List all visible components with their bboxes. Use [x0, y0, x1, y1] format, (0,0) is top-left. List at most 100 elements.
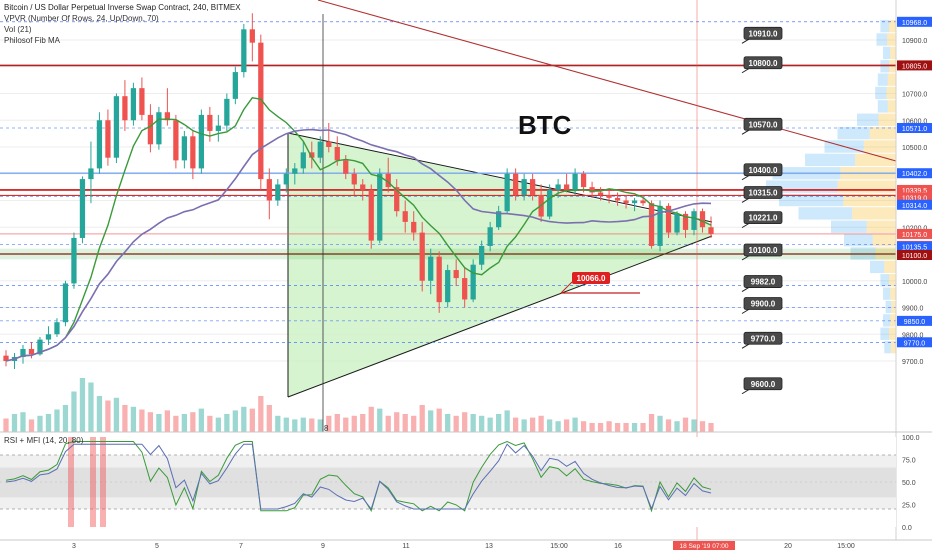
price-badge	[897, 228, 932, 239]
volume-profile-up	[884, 340, 891, 354]
volume-bar	[377, 408, 383, 432]
candle-body	[241, 29, 247, 73]
volume-bar	[708, 423, 714, 432]
overbought-highlight	[90, 437, 96, 527]
moving-average-purple	[5, 128, 712, 362]
candle-body	[682, 213, 689, 230]
time-tick-label: 15:00	[837, 543, 855, 550]
volume-bar	[62, 405, 69, 432]
callout-box	[743, 163, 783, 177]
triangle-lower-line[interactable]	[287, 235, 713, 398]
candle-body	[164, 112, 171, 121]
volume-bar	[334, 414, 340, 432]
volume-bar	[309, 418, 315, 432]
volume-bar	[470, 414, 476, 432]
volume-profile-down	[887, 33, 896, 46]
volume-bar	[241, 406, 247, 432]
volume-profile-down	[863, 140, 896, 153]
candle-body	[597, 192, 604, 196]
symbol-title[interactable]: Bitcoin / US Dollar Perpetual Inverse Sw…	[4, 3, 241, 12]
volume-profile-up	[877, 100, 888, 113]
moving-average-green	[5, 97, 712, 362]
time-tick-label: 3	[72, 543, 76, 550]
price-tick-label: 9800.0	[902, 332, 924, 339]
legend-fib-ma[interactable]: Philosof Fib MA	[4, 36, 61, 45]
price-callout: 10570.0	[741, 117, 783, 135]
candle-body	[283, 173, 289, 185]
overbought-highlight	[100, 437, 106, 527]
volume-bar	[394, 412, 400, 432]
volume-bar	[122, 405, 128, 432]
volume-bar	[453, 415, 459, 432]
legend-vol[interactable]: Vol (21)	[4, 25, 32, 34]
candle-body	[487, 227, 493, 246]
volume-bar	[623, 423, 629, 432]
volume-bar	[232, 410, 238, 432]
chart-legend: Bitcoin / US Dollar Perpetual Inverse Sw…	[4, 2, 241, 46]
volume-bar	[674, 421, 680, 432]
price-badge	[897, 199, 932, 210]
candle-body	[589, 187, 595, 193]
volume-bar	[156, 414, 162, 432]
candle-body	[368, 189, 374, 241]
volume-bar	[351, 415, 357, 432]
red-callout[interactable]: 10066.0	[560, 272, 640, 294]
indicator-tick-label: 0.0	[902, 525, 912, 532]
triangle-area	[288, 133, 712, 397]
candle-body	[54, 322, 60, 335]
volume-bar	[665, 419, 672, 432]
callout-box	[743, 117, 783, 131]
price-badge-label: 10968.0	[902, 20, 927, 27]
volume-bar	[368, 406, 374, 432]
candle-body	[122, 96, 128, 121]
price-tick-label: 10900.0	[902, 38, 927, 45]
triangle-upper-line[interactable]	[287, 132, 713, 223]
callout-box	[743, 26, 783, 40]
volume-bar	[266, 405, 272, 432]
volume-bar	[88, 382, 94, 432]
price-badge	[897, 184, 932, 195]
candle-body	[266, 179, 272, 201]
volume-profile-up	[883, 46, 891, 60]
volume-profile-down	[884, 260, 896, 274]
volume-bar	[385, 415, 391, 432]
volume-profile-down	[888, 327, 896, 340]
candle-body	[479, 245, 485, 265]
callout-box	[743, 377, 783, 391]
volume-bar	[96, 396, 103, 432]
legend-vpvr[interactable]: VPVR (Number Of Rows, 24, Up/Down, 70)	[4, 14, 159, 23]
candle-body	[37, 339, 43, 355]
time-tick-label: 5	[155, 543, 159, 550]
volume-bar	[54, 409, 60, 432]
callout-box	[743, 275, 783, 288]
descending-trendline[interactable]	[317, 0, 897, 162]
price-tick-label: 10500.0	[902, 145, 927, 152]
indicator-legend[interactable]: RSI + MFI (14, 20, 80)	[4, 436, 84, 445]
indicator-tick-label: 25.0	[902, 503, 916, 510]
candle-body	[496, 211, 502, 228]
price-axis[interactable]	[896, 0, 932, 432]
rsi-line	[5, 443, 712, 511]
volume-bar	[496, 414, 502, 432]
candle-body	[453, 270, 459, 279]
candle-body	[351, 173, 357, 185]
candle-body	[326, 141, 332, 147]
callout-box	[743, 297, 783, 310]
candle-body	[377, 173, 383, 241]
volume-bar	[317, 419, 323, 432]
rsi-mfi-pane[interactable]	[0, 437, 896, 527]
volume-bar	[300, 417, 306, 432]
candle-body	[173, 120, 179, 161]
volume-bar	[292, 419, 298, 432]
candle-body	[207, 114, 213, 131]
price-callout: 9600.0	[741, 377, 783, 395]
candle-body	[181, 136, 188, 161]
price-badge	[897, 16, 932, 27]
volume-bar	[11, 414, 18, 432]
candle-body	[648, 203, 655, 246]
volume-bar	[487, 417, 493, 432]
candle-body	[156, 112, 162, 145]
volume-bar	[343, 417, 349, 432]
callout-box	[743, 331, 783, 345]
